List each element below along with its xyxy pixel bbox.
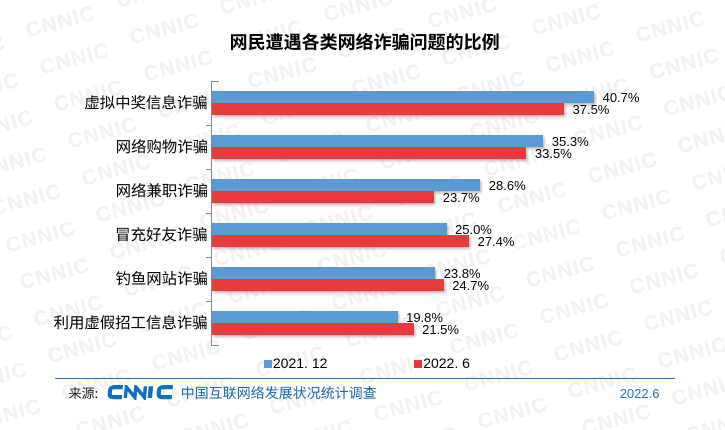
- svg-text:CNNIC: CNNIC: [703, 192, 725, 233]
- svg-text:CNNIC: CNNIC: [9, 0, 84, 5]
- svg-text:CNNIC: CNNIC: [425, 0, 500, 33]
- svg-text:CNNIC: CNNIC: [385, 423, 460, 430]
- svg-text:CNNIC: CNNIC: [599, 185, 674, 226]
- svg-text:CNNIC: CNNIC: [613, 222, 688, 263]
- svg-text:CNNIC: CNNIC: [627, 259, 702, 300]
- svg-text:CNNIC: CNNIC: [509, 215, 584, 256]
- svg-text:CNNIC: CNNIC: [0, 321, 16, 362]
- svg-text:CNNIC: CNNIC: [0, 106, 36, 147]
- svg-text:CNNIC: CNNIC: [0, 358, 30, 399]
- svg-text:CNNIC: CNNIC: [3, 217, 78, 258]
- svg-text:CNNIC: CNNIC: [475, 393, 550, 430]
- svg-text:CNNIC: CNNIC: [37, 39, 112, 80]
- svg-text:CNNIC: CNNIC: [149, 335, 224, 376]
- svg-text:CNNIC: CNNIC: [669, 370, 725, 411]
- svg-text:CNNIC: CNNIC: [23, 2, 98, 43]
- svg-text:CNNIC: CNNIC: [683, 407, 725, 430]
- svg-text:CNNIC: CNNIC: [585, 148, 660, 189]
- svg-text:CNNIC: CNNIC: [529, 0, 604, 40]
- svg-text:CNNIC: CNNIC: [579, 400, 654, 430]
- svg-text:CNNIC: CNNIC: [245, 53, 320, 94]
- svg-text:CNNIC: CNNIC: [717, 229, 725, 270]
- svg-text:CNNIC: CNNIC: [537, 289, 612, 330]
- svg-text:CNNIC: CNNIC: [127, 9, 202, 50]
- svg-text:CNNIC: CNNIC: [217, 0, 292, 19]
- svg-text:CNNIC: CNNIC: [0, 180, 64, 221]
- svg-text:CNNIC: CNNIC: [0, 143, 50, 184]
- svg-text:CNNIC: CNNIC: [281, 416, 356, 430]
- svg-text:CNNIC: CNNIC: [647, 44, 722, 85]
- svg-text:CNNIC: CNNIC: [17, 254, 92, 295]
- svg-text:CNNIC: CNNIC: [0, 32, 8, 73]
- svg-text:CNNIC: CNNIC: [321, 0, 396, 26]
- svg-text:CNNIC: CNNIC: [551, 326, 626, 367]
- svg-text:CNNIC: CNNIC: [543, 37, 618, 78]
- svg-text:CNNIC: CNNIC: [113, 0, 188, 12]
- svg-text:CNNIC: CNNIC: [371, 386, 446, 427]
- svg-text:CNNIC: CNNIC: [461, 356, 536, 397]
- svg-text:CNNIC: CNNIC: [641, 296, 716, 337]
- svg-text:CNNIC: CNNIC: [633, 7, 708, 48]
- svg-text:CNNIC: CNNIC: [177, 409, 252, 430]
- svg-text:CNNIC: CNNIC: [357, 349, 432, 390]
- svg-text:CNNIC: CNNIC: [0, 395, 44, 430]
- svg-text:CNNIC: CNNIC: [675, 118, 725, 159]
- svg-text:CNNIC: CNNIC: [45, 328, 120, 369]
- svg-text:CNNIC: CNNIC: [0, 69, 22, 110]
- svg-text:CNNIC: CNNIC: [655, 333, 725, 374]
- svg-text:CNNIC: CNNIC: [141, 46, 216, 87]
- svg-text:CNNIC: CNNIC: [73, 402, 148, 430]
- svg-text:CNNIC: CNNIC: [689, 155, 725, 196]
- svg-text:CNNIC: CNNIC: [0, 284, 2, 325]
- svg-text:CNNIC: CNNIC: [523, 252, 598, 293]
- svg-text:CNNIC: CNNIC: [661, 81, 725, 122]
